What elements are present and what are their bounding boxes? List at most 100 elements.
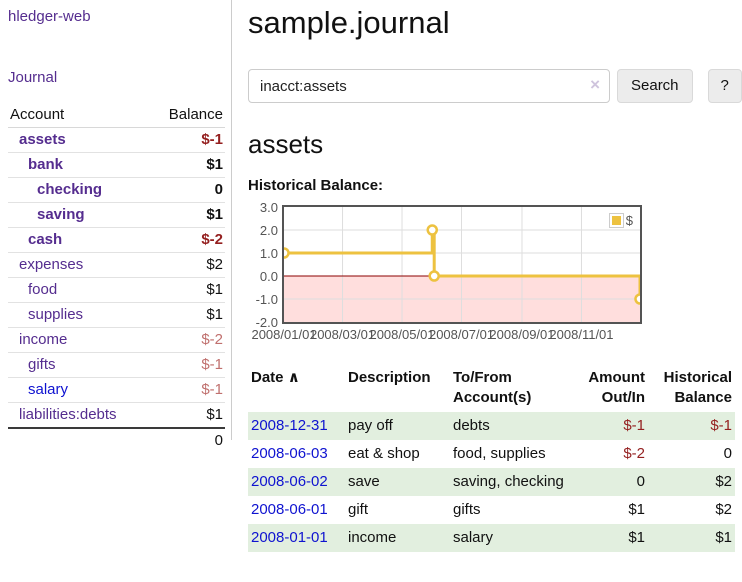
register-row: 2008-12-31 pay off debts $-1 $-1 (248, 412, 735, 440)
x-tick-label: 2008/07/01 (428, 327, 495, 342)
accounts-col-account: Account (8, 103, 151, 128)
txn-date-link[interactable]: 2008-06-03 (251, 445, 328, 462)
y-tick-label: -2.0 (255, 315, 278, 330)
account-link-salary[interactable]: salary (28, 381, 69, 398)
chart-plot-svg (284, 207, 640, 322)
x-tick-label: 2008/01/01 (251, 327, 317, 342)
account-balance: $1 (150, 202, 225, 228)
account-link-income[interactable]: income (19, 331, 68, 348)
txn-amount: $-2 (623, 445, 645, 462)
account-balance: $1 (150, 152, 225, 178)
chart-title: Historical Balance: (248, 177, 384, 194)
txn-balance: $-1 (710, 417, 732, 434)
y-tick-label: 3.0 (259, 200, 278, 215)
register-row: 2008-06-01 gift gifts $1 $2 (248, 496, 735, 524)
txn-accounts: saving, checking (453, 473, 564, 490)
balance-chart: 3.0 2.0 1.0 0.0 -1.0 -2.0 $ 2008/01/01 2008/03… (248, 200, 644, 345)
account-link-gifts[interactable]: gifts (28, 356, 56, 373)
account-balance: $-1 (150, 127, 225, 153)
account-row: assets $-1 (8, 127, 225, 153)
txn-date-link[interactable]: 2008-06-01 (251, 501, 328, 518)
sort-asc-icon: ∧ (287, 369, 300, 386)
chart-plot[interactable]: $ (282, 205, 642, 324)
register-row: 2008-06-02 save saving, checking 0 $2 (248, 468, 735, 496)
account-link-checking[interactable]: checking (37, 181, 103, 198)
txn-amount: $1 (628, 529, 645, 546)
x-tick-label: 2008/05/01 (369, 327, 435, 342)
accounts-table: Account Balance assets $-1 bank $1 check… (8, 103, 225, 453)
account-link-expenses[interactable]: expenses (19, 256, 84, 273)
help-button[interactable]: ? (707, 69, 742, 103)
account-balance: $2 (150, 252, 225, 278)
accounts-col-balance: Balance (150, 103, 225, 128)
reg-col-tofrom: To/From Account(s) (453, 369, 532, 406)
account-balance: $1 (150, 277, 225, 303)
y-tick-label: -1.0 (255, 292, 278, 307)
x-tick-label: 2008/11/01 (549, 327, 614, 342)
app-title-link[interactable]: hledger-web (8, 8, 91, 25)
accounts-total: 0 (150, 427, 225, 453)
account-row: checking 0 (8, 177, 225, 203)
txn-date-link[interactable]: 2008-06-02 (251, 473, 328, 490)
account-balance: $-2 (150, 227, 225, 253)
legend-swatch-icon (608, 213, 624, 228)
reg-col-amount: Amount Out/In (588, 369, 645, 406)
txn-accounts: gifts (453, 501, 481, 518)
account-balance: $-1 (150, 377, 225, 403)
chart-y-axis: 3.0 2.0 1.0 0.0 -1.0 -2.0 (248, 200, 278, 330)
account-row: supplies $1 (8, 302, 225, 328)
x-tick-label: 2008/03/01 (309, 327, 376, 342)
register-row: 2008-01-01 income salary $1 $1 (248, 524, 735, 552)
search-input[interactable] (248, 69, 610, 103)
account-row: income $-2 (8, 327, 225, 353)
txn-date-link[interactable]: 2008-01-01 (251, 529, 328, 546)
txn-accounts: debts (453, 417, 490, 434)
clear-search-icon[interactable]: × (590, 75, 600, 94)
page-title: sample.journal (248, 5, 450, 40)
account-row: bank $1 (8, 152, 225, 178)
txn-balance: $2 (715, 473, 732, 490)
account-link-saving[interactable]: saving (37, 206, 85, 223)
account-link-liabilities-debts[interactable]: liabilities:debts (19, 406, 117, 423)
chart-legend: $ (608, 213, 633, 228)
reg-col-description: Description (348, 369, 431, 386)
account-row: saving $1 (8, 202, 225, 228)
reg-col-date[interactable]: Date ∧ (251, 369, 300, 386)
account-balance: $1 (150, 302, 225, 328)
account-balance: $1 (150, 402, 225, 429)
txn-amount: $1 (628, 501, 645, 518)
account-heading: assets (248, 129, 324, 159)
account-balance: $-1 (150, 352, 225, 378)
txn-accounts: salary (453, 529, 494, 546)
txn-balance: $2 (715, 501, 732, 518)
txn-description: income (348, 529, 397, 546)
register-row: 2008-06-03 eat & shop food, supplies $-2… (248, 440, 735, 468)
txn-amount: $-1 (623, 417, 645, 434)
search-button[interactable]: Search (617, 69, 693, 103)
account-row: salary $-1 (8, 377, 225, 403)
x-tick-label: 2008/09/01 (489, 327, 555, 342)
y-tick-label: 1.0 (259, 246, 278, 261)
txn-date-link[interactable]: 2008-12-31 (251, 417, 328, 434)
legend-label: $ (625, 213, 633, 228)
reg-col-balance: Historical Balance (663, 369, 732, 406)
account-link-assets[interactable]: assets (19, 131, 66, 148)
account-link-bank[interactable]: bank (28, 156, 64, 173)
chart-x-axis: 2008/01/01 2008/03/01 2008/05/01 2008/07/01… (251, 327, 642, 345)
search-form: × Search ? (248, 69, 742, 103)
txn-balance: $1 (715, 529, 732, 546)
txn-accounts: food, supplies (453, 445, 546, 462)
main-content: sample.journal × Search ? assets Histori… (248, 0, 742, 552)
account-link-supplies[interactable]: supplies (28, 306, 84, 323)
account-row: food $1 (8, 277, 225, 303)
sidebar: hledger-web Journal Account Balance asse… (0, 0, 232, 453)
register-table: Date ∧ Description To/From Account(s) Am… (248, 364, 735, 552)
account-row: expenses $2 (8, 252, 225, 278)
txn-description: save (348, 473, 380, 490)
account-link-cash[interactable]: cash (28, 231, 63, 248)
y-tick-label: 0.0 (259, 269, 278, 284)
sidebar-item-journal[interactable]: Journal (8, 69, 58, 86)
account-row: cash $-2 (8, 227, 225, 253)
account-link-food[interactable]: food (28, 281, 58, 298)
txn-description: eat & shop (348, 445, 420, 462)
